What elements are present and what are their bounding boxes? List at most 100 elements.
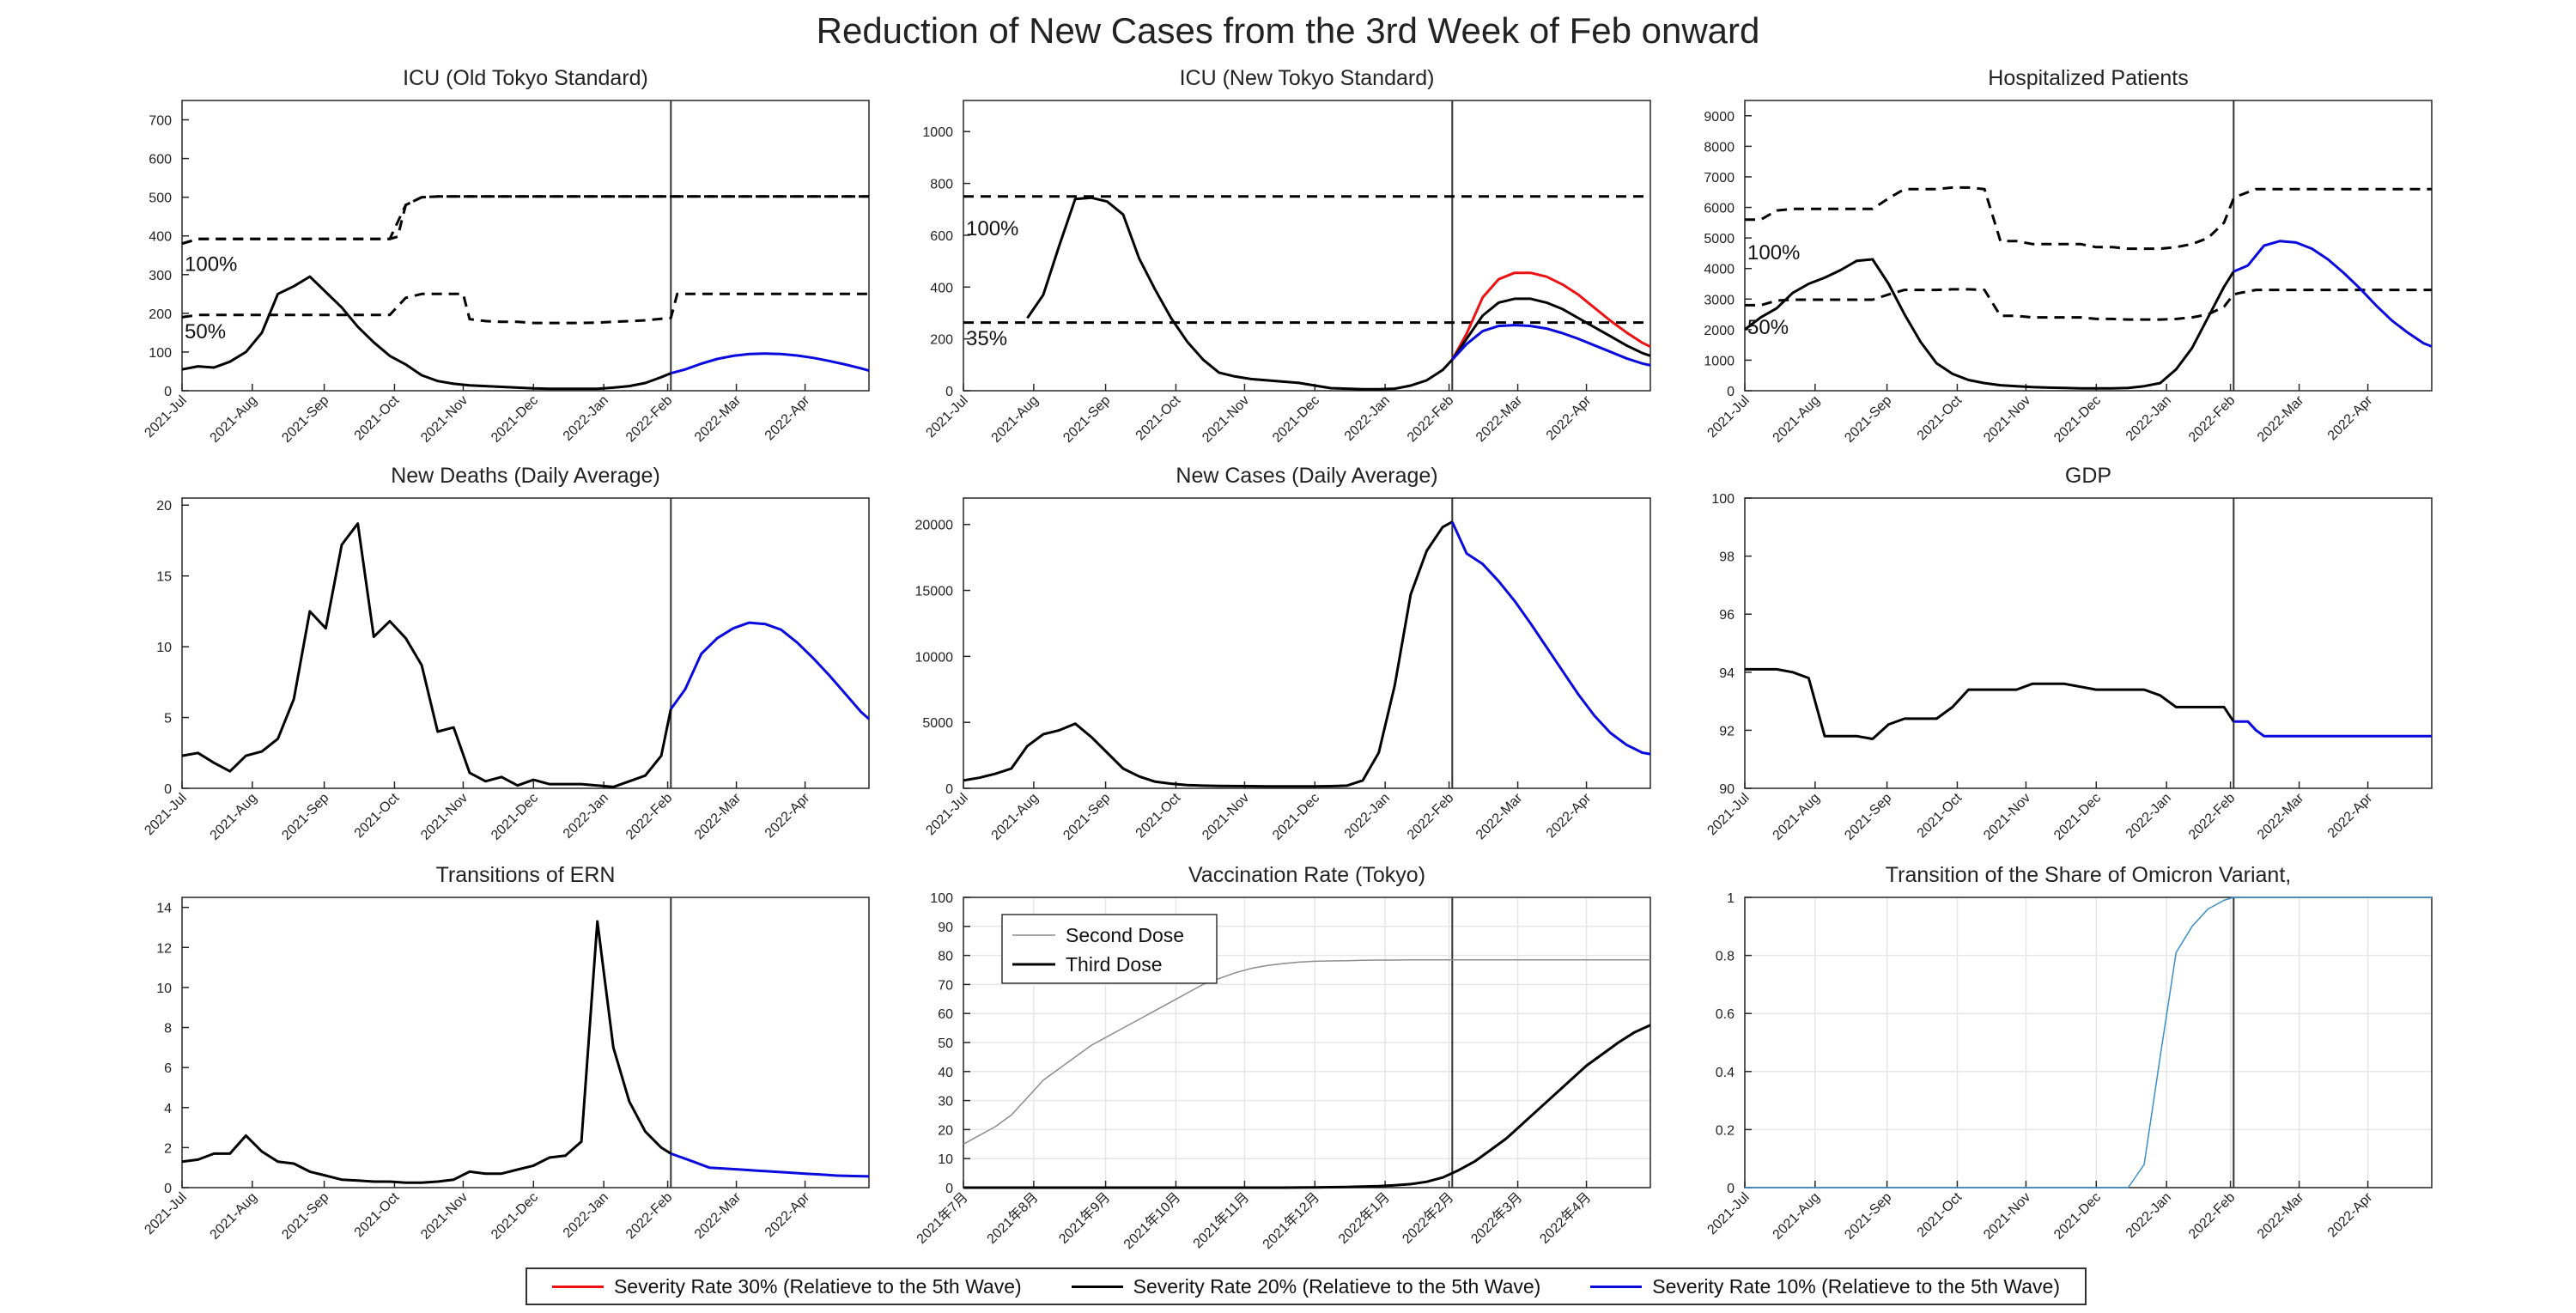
series-line <box>2233 720 2432 738</box>
y-tick-label: 10 <box>156 641 172 655</box>
y-tick-label: 60 <box>938 1007 953 1022</box>
legend-label: Severity Rate 10% (Relatieve to the 5th … <box>1652 1274 2060 1298</box>
legend-swatch-red <box>551 1285 604 1288</box>
y-tick-label: 100 <box>930 891 953 906</box>
x-tick-label: 2022-Feb <box>1405 791 1457 843</box>
series-line <box>2233 240 2433 348</box>
x-tick-label: 2021年9月 <box>1056 1189 1114 1247</box>
y-tick-label: 0 <box>1727 385 1735 399</box>
series-line <box>1450 521 1651 756</box>
x-tick-label: 2022-Mar <box>1473 392 1526 445</box>
x-tick-label: 2021-Dec <box>2051 791 2104 843</box>
chart-panel: ICU (New Tokyo Standard) 0 200 400 600 800 100… <box>922 66 1651 446</box>
chart-title: New Deaths (Daily Average) <box>391 464 660 488</box>
y-tick-label: 12 <box>156 941 172 956</box>
y-tick-label: 100 <box>1711 492 1735 507</box>
y-tick-label: 200 <box>930 333 953 348</box>
y-tick-label: 20 <box>156 499 172 514</box>
x-tick-label: 2021-Aug <box>208 1190 260 1243</box>
x-tick-label: 2022年1月 <box>1335 1189 1393 1247</box>
chart-panel: Hospitalized Patients 0 1000 2000 3000 4000 50… <box>1704 66 2433 446</box>
series-line <box>963 958 1650 1145</box>
x-tick-label: 2021-Oct <box>1133 790 1184 841</box>
series-line <box>1026 196 1454 391</box>
x-tick-label: 2021-Dec <box>2051 1190 2104 1243</box>
figure-legend: Severity Rate 30% (Relatieve to the 5th … <box>526 1267 2087 1305</box>
annotation-label: 50% <box>185 320 226 343</box>
y-tick-label: 0 <box>164 1182 172 1196</box>
y-tick-label: 0.8 <box>1716 950 1735 964</box>
x-tick-label: 2021-Sep <box>279 393 331 446</box>
y-tick-label: 500 <box>149 191 172 206</box>
inner-legend: Second Dose Third Dose <box>1001 914 1218 984</box>
x-tick-label: 2022-Feb <box>623 393 676 446</box>
series-line <box>963 1024 1651 1189</box>
y-tick-label: 400 <box>149 230 172 245</box>
x-tick-label: 2021-Oct <box>352 790 403 841</box>
y-tick-label: 8000 <box>1704 140 1735 155</box>
x-tick-label: 2021-Aug <box>1771 393 1823 446</box>
y-tick-label: 1 <box>1727 891 1735 906</box>
y-tick-label: 10 <box>156 982 172 996</box>
x-tick-label: 2022-Feb <box>1405 393 1457 446</box>
series-line <box>181 195 869 246</box>
x-tick-label: 2021-Oct <box>1915 1189 1965 1240</box>
x-tick-label: 2022-Mar <box>692 1189 744 1242</box>
x-tick-label: 2021-Nov <box>418 1190 471 1243</box>
x-tick-label: 2021-Dec <box>2051 393 2104 446</box>
annotation-label: 100% <box>185 252 237 276</box>
y-tick-label: 6 <box>164 1061 172 1076</box>
y-tick-label: 40 <box>938 1066 953 1080</box>
plot-frame <box>1744 497 2433 789</box>
x-tick-label: 2021年12月 <box>1260 1189 1322 1252</box>
x-tick-label: 2022-Mar <box>692 392 744 445</box>
x-tick-label: 2022-Feb <box>623 791 676 843</box>
y-tick-label: 4 <box>164 1102 172 1116</box>
y-tick-label: 5000 <box>1704 232 1735 246</box>
y-tick-label: 7000 <box>1704 171 1735 185</box>
series-line <box>670 1152 870 1178</box>
y-tick-label: 10 <box>938 1152 953 1167</box>
x-tick-label: 2022-Jan <box>1342 393 1393 444</box>
x-tick-label: 2021-Jul <box>142 1190 189 1237</box>
y-tick-label: 2000 <box>1704 324 1735 338</box>
x-tick-label: 2021-Jul <box>923 393 970 441</box>
legend-item-severity-30: Severity Rate 30% (Relatieve to the 5th … <box>551 1275 1022 1298</box>
x-tick-label: 2022-Jan <box>2123 1190 2174 1241</box>
legend-item-severity-20: Severity Rate 20% (Relatieve to the 5th … <box>1071 1275 1540 1298</box>
y-tick-label: 8 <box>164 1022 172 1036</box>
x-tick-label: 2021-Jul <box>142 393 189 441</box>
x-tick-label: 2021-Dec <box>1270 393 1322 446</box>
inner-legend-label: Third Dose <box>1066 953 1162 976</box>
annotation-label: 100% <box>1747 241 1800 264</box>
series-line <box>1745 185 2432 251</box>
x-tick-label: 2021-Aug <box>208 393 260 446</box>
x-tick-label: 2021-Sep <box>1060 791 1113 843</box>
series-line <box>670 352 870 375</box>
y-tick-label: 14 <box>156 902 172 916</box>
y-tick-label: 5 <box>164 712 172 726</box>
y-tick-label: 15000 <box>915 585 954 599</box>
x-tick-label: 2022-Mar <box>2255 790 2307 842</box>
series-line <box>1450 271 1651 361</box>
x-tick-label: 2021-Oct <box>1133 392 1184 443</box>
x-tick-label: 2021-Jul <box>142 791 189 838</box>
y-tick-label: 4000 <box>1704 263 1735 277</box>
x-tick-label: 2021-Jul <box>923 791 970 838</box>
x-tick-label: 2021-Oct <box>352 1189 403 1240</box>
y-tick-label: 3000 <box>1704 293 1735 307</box>
chart-panel: Transitions of ERN 0 2 4 6 8 10 12 14 2021-Jul 202… <box>142 863 870 1243</box>
x-tick-label: 2021-Dec <box>1270 791 1322 843</box>
series-line <box>181 195 869 246</box>
y-tick-label: 90 <box>1719 782 1735 797</box>
y-tick-label: 200 <box>149 307 172 322</box>
chart-title: Vaccination Rate (Tokyo) <box>1188 863 1425 887</box>
x-tick-label: 2021-Sep <box>279 791 331 843</box>
x-tick-label: 2021-Dec <box>489 791 541 843</box>
y-tick-label: 2 <box>164 1141 172 1156</box>
x-tick-label: 2021-Dec <box>489 393 541 446</box>
x-tick-label: 2022-Feb <box>2186 393 2239 446</box>
x-tick-label: 2021-Aug <box>989 791 1042 843</box>
series-line <box>1745 667 2235 740</box>
x-tick-label: 2022-Apr <box>1544 790 1595 841</box>
